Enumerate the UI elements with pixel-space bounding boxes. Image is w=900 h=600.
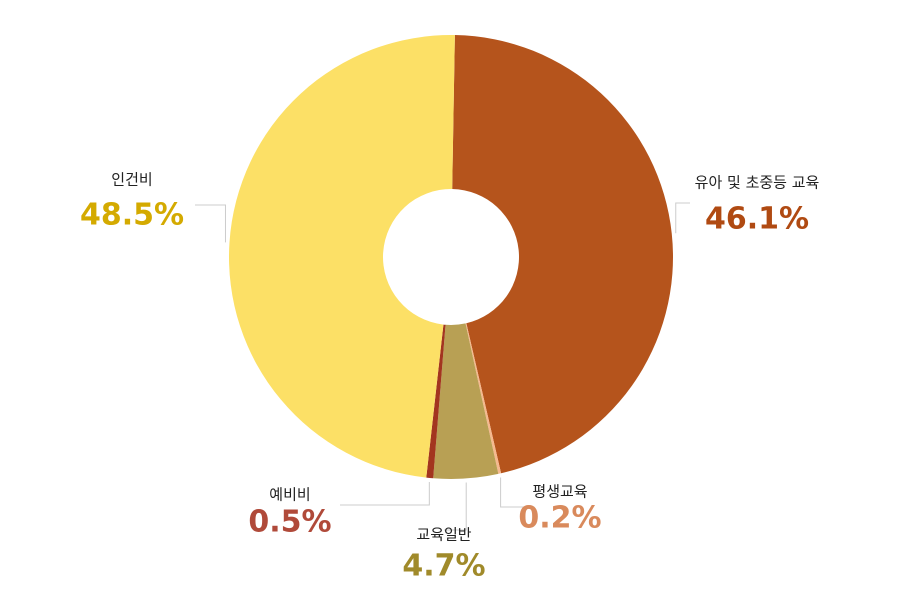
leader-line — [195, 204, 226, 243]
leader-line — [444, 482, 467, 531]
leader-line — [675, 202, 690, 234]
slice-percent: 4.7% — [402, 549, 485, 584]
slice — [229, 34, 455, 478]
slice — [452, 35, 674, 474]
slice — [433, 323, 499, 479]
slice — [426, 324, 446, 479]
slice-name: 인건비 — [111, 171, 152, 189]
slice-name: 교육일반 — [416, 526, 471, 544]
slice-percent: 0.2% — [518, 501, 601, 536]
slice-percent: 46.1% — [705, 202, 809, 237]
slice-percent: 48.5% — [80, 198, 184, 233]
slice-name: 유아 및 초중등 교육 — [695, 174, 820, 192]
slice-name: 예비비 — [269, 486, 310, 504]
leader-line — [500, 477, 525, 508]
slice-name: 평생교육 — [532, 483, 587, 501]
slice-percent: 0.5% — [248, 505, 331, 540]
leader-line — [340, 481, 430, 506]
slice — [465, 323, 502, 474]
